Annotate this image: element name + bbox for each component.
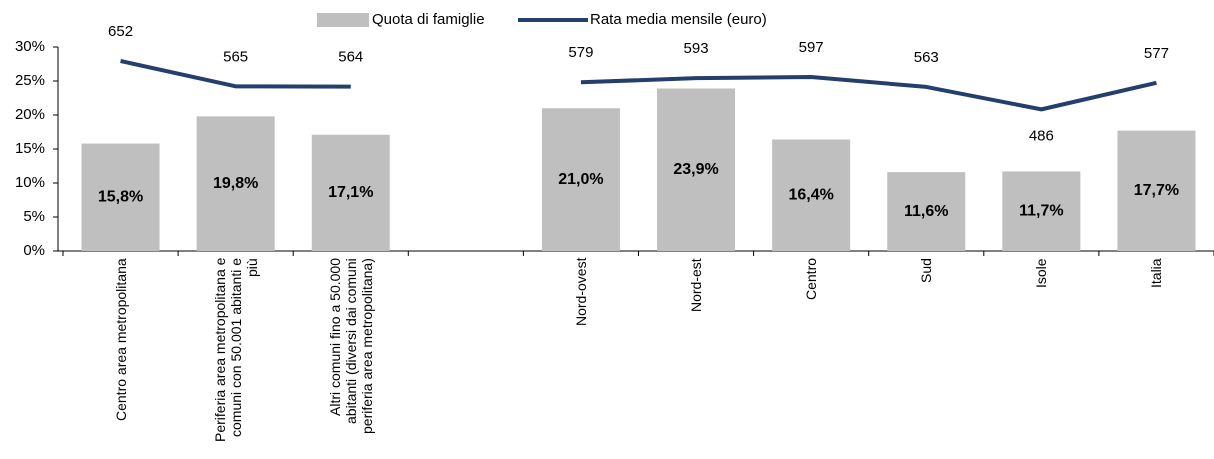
bar-label: 15,8% [98,188,143,205]
x-tick-label: Sud [918,258,935,283]
bar [311,134,390,251]
bar [196,116,275,251]
line [120,59,351,89]
x-tick-label: Altri comuni fino a 50.000 abitanti (div… [326,258,375,434]
line-label: 652 [108,23,133,40]
bar-label: 16,4% [788,186,833,203]
line-label: 563 [914,49,939,66]
y-tick-label: 0% [23,242,45,259]
line-label: 565 [223,48,248,65]
legend-label: Quota di famiglie [372,11,485,28]
bar-label: 17,7% [1134,182,1179,199]
line-label: 486 [1029,127,1054,144]
y-tick-label: 5% [23,208,45,225]
line [580,75,1157,112]
line-label: 593 [684,40,709,57]
bar [1002,171,1081,251]
y-tick-label: 15% [15,140,45,157]
y-tick-label: 20% [15,106,45,123]
x-tick-label: Centro area metropolitana [112,258,129,421]
line-label: 597 [799,39,824,56]
x-tick-label: Periferia area metropolitana e comuni co… [211,258,260,443]
bar-label: 11,7% [1019,202,1063,219]
bar-label: 21,0% [558,171,603,188]
bar-label: 11,6% [904,203,948,220]
line-label: 577 [1144,45,1169,62]
x-tick-label: Centro [803,258,820,301]
bar-label: 17,1% [328,184,373,201]
y-tick-label: 25% [15,72,45,89]
x-tick-label: Nord-est [688,258,705,312]
bar [541,108,620,251]
y-tick-label: 30% [15,38,45,55]
bar [1117,130,1196,251]
legend-label: Rata media mensile (euro) [590,11,767,28]
x-tick-label: Nord-ovest [572,258,589,327]
legend-swatch [317,13,369,27]
y-tick-label: 10% [15,174,45,191]
x-tick-label: Isole [1033,258,1050,288]
bar-label: 19,8% [213,175,258,192]
bar [81,143,160,251]
x-tick-label: Italia [1148,258,1165,288]
bar [772,139,851,251]
line-label: 579 [568,44,593,61]
bar [887,172,966,251]
line-label: 564 [338,49,363,66]
bar-label: 23,9% [673,161,718,178]
bar [657,88,736,251]
